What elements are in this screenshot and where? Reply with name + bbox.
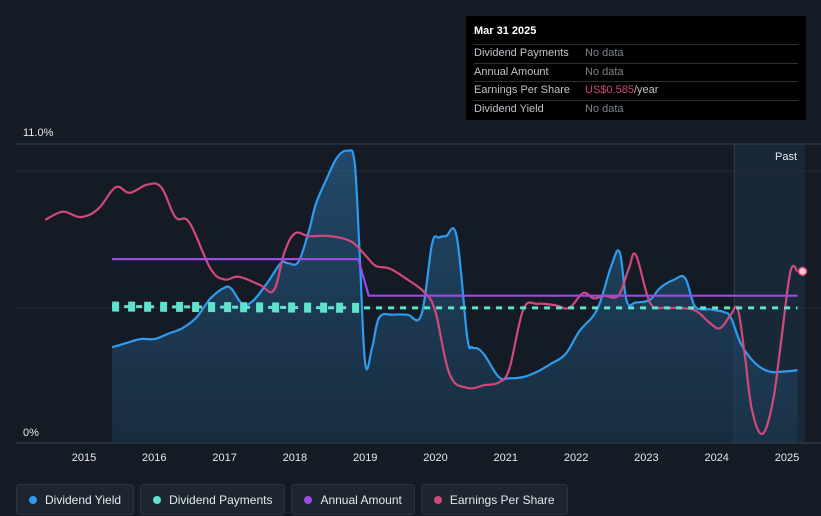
legend-earnings-per-share[interactable]: Earnings Per Share [420,484,568,515]
legend-label: Earnings Per Share [449,492,555,507]
past-label: Past [775,151,797,163]
tooltip-row-eps: Earnings Per Share US$0.585/year [474,81,798,100]
dividend-yield-line [111,149,798,381]
legend-label: Dividend Payments [169,492,273,507]
dot-icon [153,495,162,504]
legend: Dividend Yield Dividend Payments Annual … [16,484,568,515]
x-tick-label: 2017 [212,452,236,464]
tooltip-label: Dividend Payments [474,47,569,59]
dot-icon [433,495,442,504]
annual-amount-line [112,258,798,297]
y-bottom-label: 0% [23,427,39,439]
legend-label: Dividend Yield [45,492,122,507]
tooltip-label: Earnings Per Share [474,84,570,96]
eps-value: US$0.585 [585,84,634,96]
tooltip-label: Annual Amount [474,65,549,78]
x-tick-label: 2016 [142,452,166,464]
legend-dividend-yield[interactable]: Dividend Yield [16,484,135,515]
dot-icon [304,495,313,504]
tooltip-value: No data [585,47,624,59]
x-tick-label: 2023 [634,452,658,464]
earnings-per-share-line [44,182,799,436]
x-tick-label: 2025 [775,452,799,464]
legend-label: Annual Amount [320,492,402,507]
dot-icon [29,495,37,504]
eps-end-marker [797,266,808,277]
tooltip-value: US$0.585/year [585,82,658,100]
x-tick-label: 2020 [423,452,447,464]
tooltip-value: No data [585,102,624,115]
y-top-label: 11.0% [23,127,54,139]
dividend-payments-blocks [112,301,366,313]
legend-annual-amount[interactable]: Annual Amount [291,484,415,515]
x-tick-label: 2019 [353,452,377,464]
x-tick-label: 2015 [72,452,96,464]
x-tick-label: 2022 [564,452,588,464]
x-tick-label: 2024 [704,452,728,464]
x-tick-label: 2021 [494,452,518,464]
tooltip: Mar 31 2025 Dividend Payments No data An… [466,16,806,120]
tooltip-row-dividend-yield: Dividend Yield No data [474,99,798,119]
tooltip-label: Dividend Yield [474,102,544,115]
tooltip-row-annual-amount: Annual Amount No data [474,62,798,82]
tooltip-row-dividend-payments: Dividend Payments No data [474,44,798,63]
x-tick-label: 2018 [283,452,307,464]
eps-unit: /year [633,84,659,96]
legend-dividend-payments[interactable]: Dividend Payments [140,484,286,515]
tooltip-date: Mar 31 2025 [474,25,537,37]
tooltip-value: No data [585,65,624,78]
